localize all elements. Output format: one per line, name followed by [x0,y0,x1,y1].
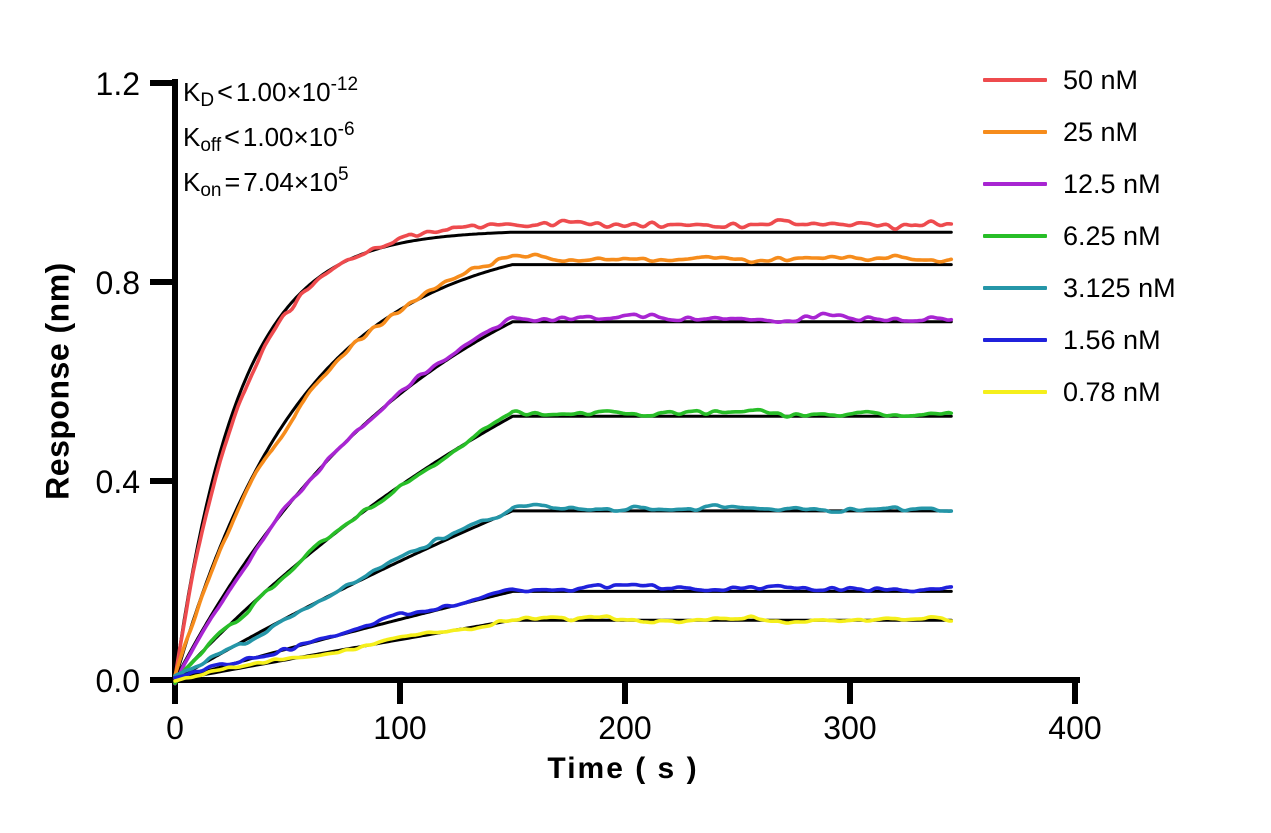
legend-label: 50 nM [1063,64,1139,95]
kinetics-annotation: KD <1.00×10-12 Koff <1.00×10-6 Kon = 7.04×10… [183,70,358,205]
x-tick-label: 0 [166,710,184,746]
fit-curve-50-nm [173,230,953,682]
kon-annotation: Kon = 7.04×105 [183,160,358,205]
x-tick-label: 100 [373,710,426,746]
y-axis-title: Response (nm) [39,262,76,500]
kon-exponent: 5 [337,164,349,185]
legend-item-0-78-nm: 0.78 nM [983,366,1176,418]
kd-operator: < [217,77,233,107]
legend: 50 nM 25 nM 12.5 nM 6.25 nM 3.125 nM 1.56 nM 0… [983,54,1176,418]
y-tick-label: 0.4 [96,464,140,500]
kon-subscript: on [200,180,222,201]
legend-line-icon [983,286,1047,290]
legend-item-50-nm: 50 nM [983,54,1176,106]
legend-label: 25 nM [1063,116,1139,147]
legend-item-25-nm: 25 nM [983,106,1176,158]
legend-line-icon [983,338,1047,342]
legend-item-3-125-nm: 3.125 nM [983,262,1176,314]
trace-50-nm [173,218,954,680]
kon-operator: = [224,167,241,197]
kon-value: 7.04×10 [243,167,338,197]
y-tick-label: 1.2 [96,66,140,102]
trace-1-56-nm [173,582,954,680]
trace-25-nm [173,252,954,678]
koff-value: 1.00×10 [242,122,338,152]
x-tick-label: 400 [1048,710,1101,746]
legend-label: 1.56 nM [1063,324,1161,355]
x-tick-label: 300 [823,710,876,746]
y-tick-label: 0.8 [96,265,140,301]
legend-label: 6.25 nM [1063,220,1161,251]
koff-exponent: -6 [337,119,355,140]
kd-exponent: -12 [330,74,359,95]
legend-line-icon [983,78,1047,82]
trace-6-25-nm [173,407,954,685]
koff-operator: < [224,122,240,152]
kd-annotation: KD <1.00×10-12 [183,70,358,115]
legend-line-icon [983,182,1047,186]
fit-curve-1-56-nm [173,589,953,682]
fit-curve-6-25-nm [173,414,953,682]
kon-symbol: K [183,167,201,197]
legend-item-12-5-nm: 12.5 nM [983,158,1176,210]
trace-0-78-nm [173,614,954,683]
koff-annotation: Koff <1.00×10-6 [183,115,358,160]
kd-subscript: D [200,90,215,111]
x-tick-label: 200 [598,710,651,746]
y-tick-label: 0.0 [96,663,140,699]
trace-3-125-nm [173,502,954,678]
kd-value: 1.00×10 [235,77,331,107]
trace-12-5-nm [173,311,954,686]
legend-item-1-56-nm: 1.56 nM [983,314,1176,366]
legend-line-icon [983,390,1047,394]
x-axis-title: Time ( s ) [547,752,699,785]
legend-item-6-25-nm: 6.25 nM [983,210,1176,262]
legend-label: 0.78 nM [1063,376,1161,407]
legend-line-icon [983,130,1047,134]
legend-label: 12.5 nM [1063,168,1161,199]
koff-subscript: off [200,135,222,156]
legend-label: 3.125 nM [1063,272,1176,303]
kd-symbol: K [183,77,201,107]
koff-symbol: K [183,122,201,152]
fit-curve-3-125-nm [173,509,953,682]
fit-curve-25-nm [173,263,953,682]
legend-line-icon [983,234,1047,238]
